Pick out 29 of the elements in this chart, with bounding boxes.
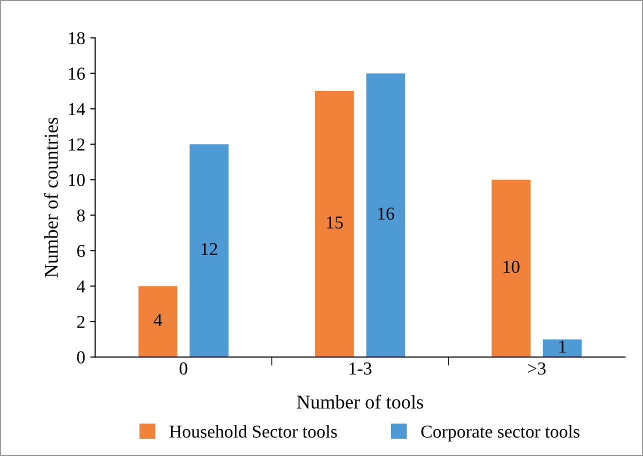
y-tick-label: 16	[68, 68, 85, 80]
bar	[315, 91, 354, 358]
data-label: 15	[327, 216, 343, 229]
y-tick-label: 12	[68, 138, 84, 151]
data-label: 1	[559, 340, 566, 353]
y-axis-title: Number of countries	[44, 118, 58, 278]
y-tick-label: 6	[77, 244, 85, 258]
y-tick-label: 0	[77, 351, 85, 364]
data-label: 12	[202, 243, 218, 255]
bar	[492, 180, 531, 358]
data-label: 10	[504, 260, 520, 273]
y-tick-label: 4	[76, 280, 86, 292]
bar	[542, 339, 582, 358]
y-tick-label: 18	[68, 32, 85, 44]
legend-label: Household Sector tools	[170, 425, 337, 438]
y-tick-label: 14	[68, 103, 86, 116]
x-tick-label: >3	[528, 362, 546, 375]
bar	[138, 286, 178, 358]
y-tick-label: 8	[77, 209, 85, 222]
y-tick-label: 2	[77, 316, 84, 328]
bar	[366, 73, 406, 358]
legend-label: Corporate sector tools	[421, 425, 580, 442]
data-label: 16	[378, 208, 394, 220]
bar	[190, 144, 229, 358]
x-tick-label: 0	[180, 362, 188, 375]
x-tick-label: 1-3	[350, 362, 372, 375]
x-axis-title: Number of tools	[296, 394, 424, 409]
data-label: 4	[154, 314, 162, 326]
y-tick-label: 10	[68, 174, 85, 186]
